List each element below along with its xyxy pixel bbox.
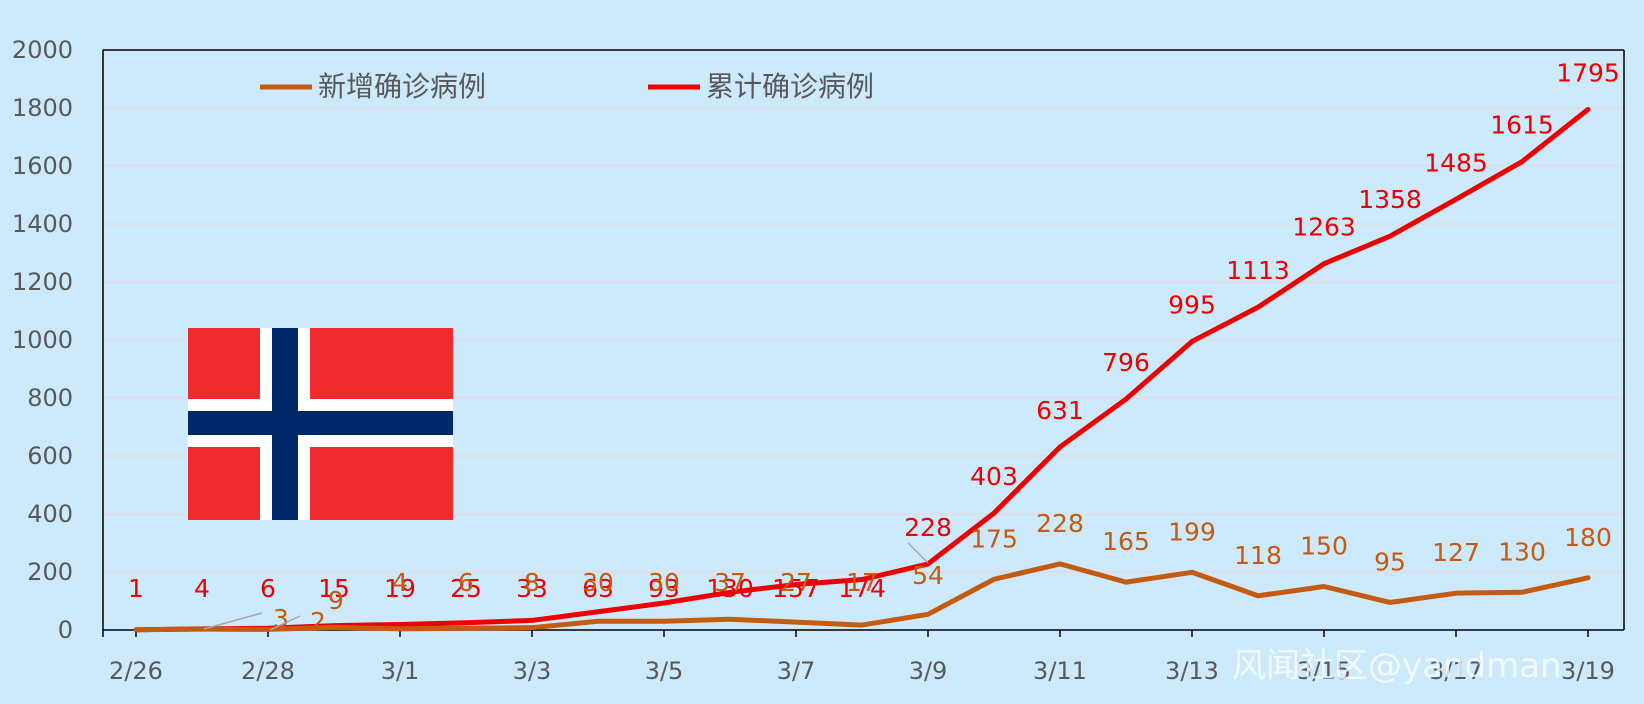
norway-flag-icon <box>188 328 453 520</box>
legend-label-total: 累计确诊病例 <box>706 70 874 103</box>
series-line-total-cases <box>133 106 1591 633</box>
data-label-new: 3 <box>273 604 289 633</box>
y-tick-label: 1200 <box>12 268 73 296</box>
data-label-new: 37 <box>714 568 746 597</box>
x-tick-label: 3/5 <box>645 657 684 685</box>
x-tick-label: 3/19 <box>1561 657 1615 685</box>
x-tick-label: 3/1 <box>381 657 420 685</box>
x-tick-label: 2/28 <box>241 657 295 685</box>
data-label-new: 165 <box>1102 527 1150 556</box>
data-labels: 1 4 6 15 19 25 33 63 93 130 157 1742284036317969951… <box>128 58 1620 636</box>
data-label-new: 30 <box>582 568 614 597</box>
data-label-new: 6 <box>458 568 474 597</box>
data-label-new: 30 <box>648 568 680 597</box>
data-label-total: 228 <box>904 513 952 542</box>
data-label-new: 175 <box>970 524 1018 553</box>
data-label-total: 1113 <box>1226 256 1290 285</box>
data-label-total: 1 <box>128 574 144 603</box>
y-tick-label: 800 <box>27 384 73 412</box>
data-label-new: 4 <box>392 568 408 597</box>
x-tick-label: 3/15 <box>1297 657 1351 685</box>
data-label-total: 1358 <box>1358 185 1422 214</box>
legend-label-new: 新增确诊病例 <box>318 70 486 103</box>
x-tick-label: 3/9 <box>909 657 948 685</box>
data-label-new: 199 <box>1168 517 1216 546</box>
y-tick-label: 1800 <box>12 94 73 122</box>
leader-line <box>907 542 929 564</box>
data-label-total: 25 <box>450 574 482 603</box>
data-label-total: 1615 <box>1490 111 1554 140</box>
leader-line <box>269 615 301 631</box>
y-tick-label: 0 <box>58 616 73 644</box>
data-label-new: 180 <box>1564 523 1612 552</box>
data-label-total: 174 <box>838 574 886 603</box>
data-label-new: 2 <box>310 607 326 636</box>
y-tick-label: 1600 <box>12 152 73 180</box>
data-label-new: 9 <box>328 586 344 615</box>
data-label-total: 93 <box>648 574 680 603</box>
data-label-total: 19 <box>384 574 416 603</box>
data-label-new: 150 <box>1300 532 1348 561</box>
data-label-total: 33 <box>516 574 548 603</box>
data-label-new: 127 <box>1432 538 1480 567</box>
y-tick-label: 1400 <box>12 210 73 238</box>
x-tick-label: 2/26 <box>109 657 163 685</box>
data-label-new: 130 <box>1498 537 1546 566</box>
data-label-new: 228 <box>1036 509 1084 538</box>
data-label-new: 17 <box>846 568 878 597</box>
data-label-new: 118 <box>1234 541 1282 570</box>
y-axis-tick-labels: 0 200 400 600 800 1000 1200 1400 1600 1800 2000 <box>12 36 73 644</box>
leader-line <box>203 612 263 630</box>
x-tick-label: 3/3 <box>513 657 552 685</box>
x-tick-label: 3/11 <box>1033 657 1087 685</box>
series-line-new-cases <box>133 561 1591 633</box>
data-label-total: 403 <box>970 462 1018 491</box>
data-label-total: 995 <box>1168 290 1216 319</box>
series-lines <box>133 106 1591 633</box>
data-label-total: 1485 <box>1424 148 1488 177</box>
x-tick-label: 3/17 <box>1429 657 1483 685</box>
y-tick-label: 400 <box>27 500 73 528</box>
x-axis-tick-labels: 2/26 2/28 3/1 3/3 3/5 3/7 3/9 3/11 3/13 3/15 3/17 3… <box>109 657 1615 685</box>
x-tick-label: 3/13 <box>1165 657 1219 685</box>
data-label-total: 631 <box>1036 396 1084 425</box>
data-label-total: 130 <box>706 574 754 603</box>
data-label-total: 4 <box>194 574 210 603</box>
x-tick-label: 3/7 <box>777 657 816 685</box>
data-label-new: 95 <box>1374 547 1406 576</box>
data-label-total: 6 <box>260 574 276 603</box>
y-tick-label: 200 <box>27 558 73 586</box>
legend: 新增确诊病例 累计确诊病例 <box>260 70 874 103</box>
data-label-total: 63 <box>582 574 614 603</box>
data-label-new: 54 <box>912 561 944 590</box>
watermark: 风闻社区@yandman <box>1232 646 1562 686</box>
data-label-total: 796 <box>1102 348 1150 377</box>
data-label-new: 27 <box>780 568 812 597</box>
data-label-total: 157 <box>772 574 820 603</box>
data-label-new: 8 <box>524 568 540 597</box>
y-tick-label: 1000 <box>12 326 73 354</box>
data-label-total: 1795 <box>1556 58 1620 87</box>
y-tick-label: 600 <box>27 442 73 470</box>
data-label-total: 15 <box>318 574 350 603</box>
y-tick-label: 2000 <box>12 36 73 64</box>
data-label-total: 1263 <box>1292 213 1356 242</box>
